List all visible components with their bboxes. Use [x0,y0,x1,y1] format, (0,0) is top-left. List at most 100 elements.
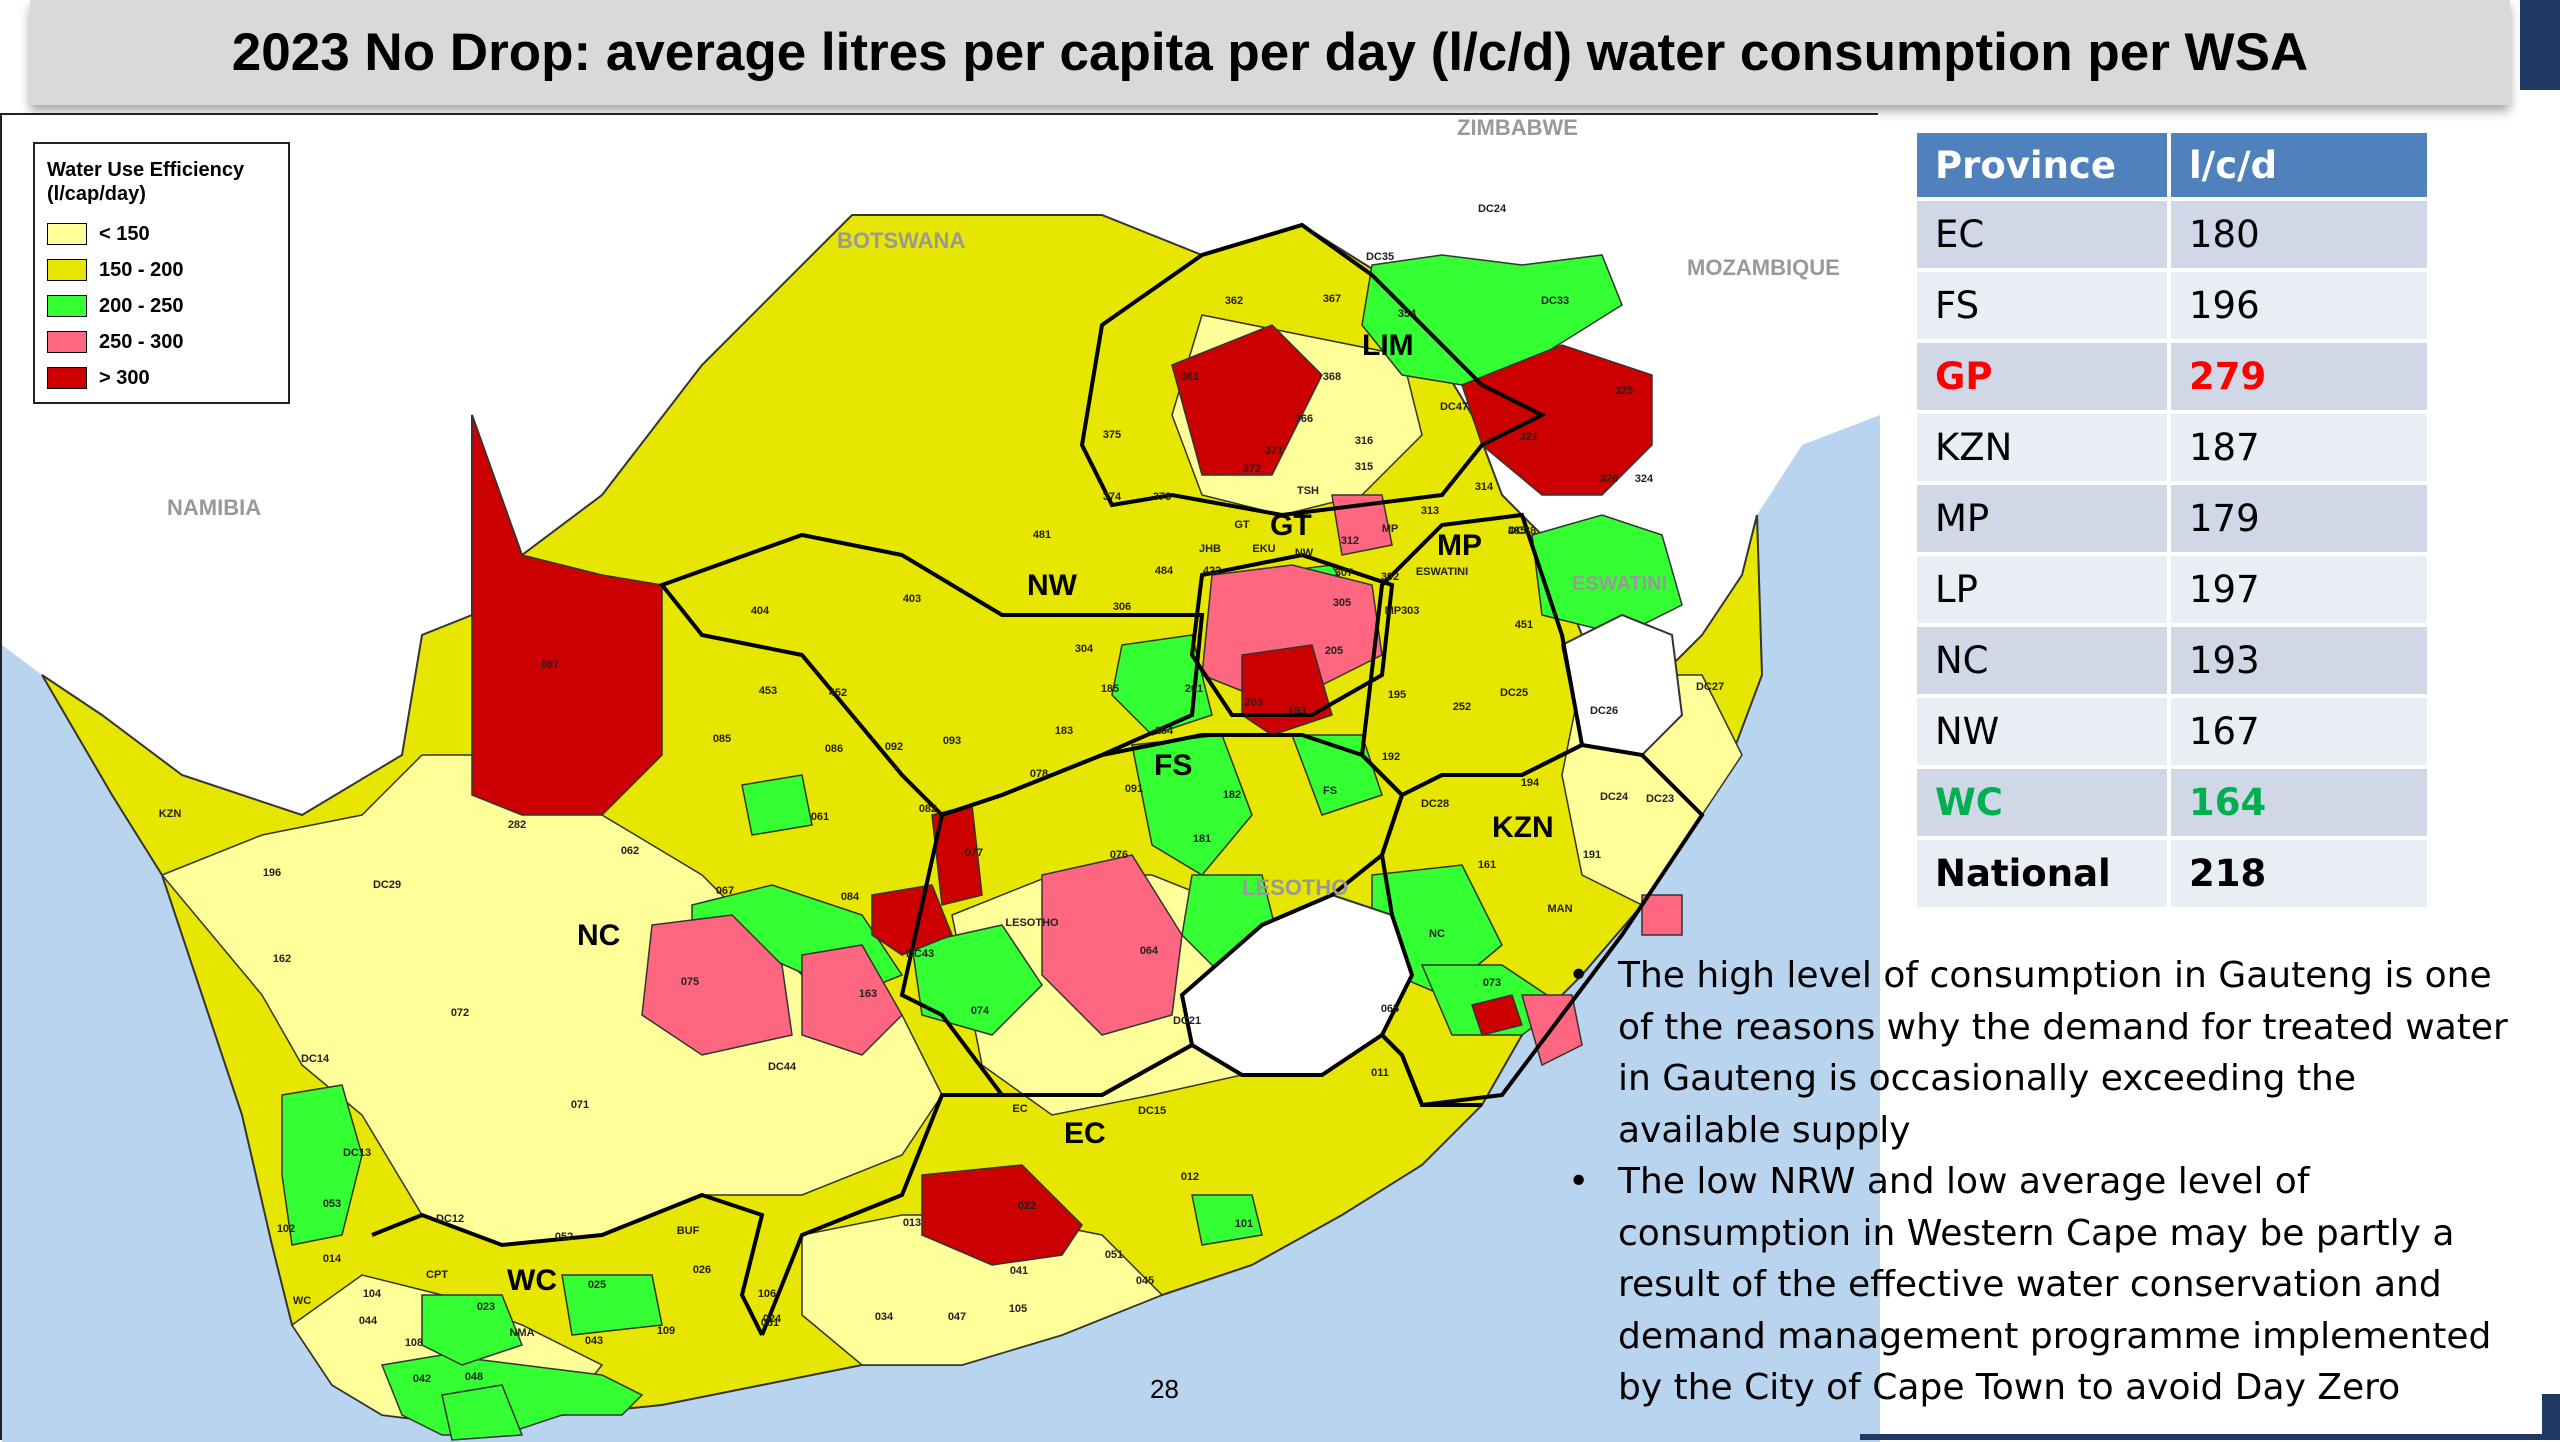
region-green-026 [421,1294,523,1366]
wsa-code-label: DC43 [906,948,934,960]
lcd-value-cell: 197 [2171,556,2431,627]
wsa-code-label: EC [1012,1103,1027,1115]
wsa-code-label: 193 [1288,705,1306,717]
wsa-code-label: 163 [859,988,877,1000]
region-green-buf [1191,1194,1263,1246]
province-cell: LP [1917,556,2171,627]
wsa-code-label: DC29 [373,879,401,891]
wsa-code-label: MAN [1547,903,1572,915]
wsa-code-label: 201 [1185,683,1203,695]
wsa-code-label: CPT [426,1269,448,1281]
wsa-code-labels: DC24 DC35 362 367 354 DC33 361 368 DC47 325 366 371… [159,203,1724,1385]
legend-item: > 300 [47,360,276,396]
region-pink-man [1041,854,1183,1036]
wsa-code-label: 485 [1508,525,1526,537]
wsa-code-label: 302 [1381,571,1399,583]
province-cell: KZN [1917,414,2171,485]
legend-label: 150 - 200 [99,258,184,281]
wsa-code-label: 022 [1018,1200,1036,1212]
wsa-code-label: 077 [965,847,983,859]
south-africa-wsa-map: BOTSWANA NAMIBIA ZIMBABWE MOZAMBIQUE ESW… [2,115,1880,1442]
table-header-province: Province [1917,133,2171,201]
province-cell: EC [1917,201,2171,272]
province-label-nw: NW [1027,569,1078,602]
wsa-code-label: 203 [1245,697,1263,709]
wsa-code-label: 321 [1520,431,1538,443]
wsa-code-label: 104 [363,1288,382,1300]
wsa-code-label: 026 [693,1264,711,1276]
legend-label: > 300 [99,366,150,389]
wsa-code-label: 304 [1075,643,1094,655]
province-cell: MP [1917,485,2171,556]
table-row: EC 180 [1917,201,2431,272]
region-red-dc33 [1461,344,1653,496]
wsa-code-label: 452 [829,687,847,699]
region-green-041 [561,1274,663,1336]
wsa-code-label: 316 [1355,435,1373,447]
country-label-eswatini: ESWATINI [1572,573,1667,595]
province-cell: WC [1917,769,2171,840]
wsa-code-label: 362 [1225,295,1243,307]
province-boundary-kzn [1379,742,1705,1108]
wsa-code-label: 306 [1113,601,1131,613]
legend-title-line1: Water Use Efficiency [47,159,245,181]
wsa-code-label: 181 [1193,833,1211,845]
province-boundary-fs [899,733,1405,1097]
wsa-code-label: DC28 [1421,798,1449,810]
province-label-wc: WC [507,1264,557,1297]
wsa-code-label: 183 [1055,725,1073,737]
wsa-code-label: 451 [1515,619,1533,631]
wsa-code-label: 453 [759,685,777,697]
wsa-code-label: 034 [875,1311,894,1323]
legend-title: Water Use Efficiency (l/cap/day) [47,158,276,206]
wsa-code-label: 191 [1583,849,1601,861]
country-label-namibia: NAMIBIA [167,495,261,520]
wsa-code-label: 403 [903,593,921,605]
wsa-code-label: GT [1234,519,1250,531]
wsa-code-label: MP [1382,523,1399,535]
region-red-091 [871,884,953,956]
wsa-code-label: DC47 [1440,401,1468,413]
region-green-453 [741,774,813,836]
country-label-lesotho: LESOTHO [1242,875,1348,900]
region-pink-077 [641,914,793,1056]
note-item: • The low NRW and low average level of c… [1568,1156,2528,1414]
wsa-code-label: 374 [1103,491,1122,503]
wsa-code-label: 481 [1033,529,1051,541]
wsa-code-label: 368 [1323,371,1341,383]
lcd-value-cell: 218 [2171,840,2431,911]
wsa-code-label: 101 [1235,1218,1253,1230]
note-text: The low NRW and low average level of con… [1618,1161,2492,1408]
legend-item: 200 - 250 [47,288,276,324]
wsa-code-label: 404 [751,605,770,617]
wsa-code-label: 044 [359,1315,378,1327]
wsa-code-label: FS [1323,785,1337,797]
wsa-code-label: KZN [159,808,182,820]
table-row: NW 167 [1917,698,2431,769]
wsa-code-label: TSH [1297,485,1319,497]
wsa-code-label: 023 [477,1301,495,1313]
wsa-code-label: 314 [1475,481,1494,493]
wsa-code-label: 184 [1155,725,1174,737]
bullet-icon: • [1568,955,1590,996]
lcd-value-cell: 179 [2171,485,2431,556]
region-red-kzn-small [1471,994,1523,1036]
map-legend: Water Use Efficiency (l/cap/day) < 150 1… [33,142,290,404]
lcd-value-cell: 164 [2171,769,2431,840]
wsa-code-label: 012 [1181,1171,1199,1183]
wsa-code-label: DC15 [1138,1105,1166,1117]
wsa-code-label: 196 [263,867,281,879]
wsa-code-label: DC13 [343,1147,371,1159]
province-label-mp: MP [1437,529,1482,562]
legend-title-line2: (l/cap/day) [47,183,146,205]
wsa-code-label: 361 [1181,371,1199,383]
wsa-code-label: 013 [903,1217,921,1229]
wsa-code-label: 024 [763,1313,782,1325]
wsa-code-label: DC21 [1173,1015,1201,1027]
lcd-value-cell: 167 [2171,698,2431,769]
wsa-code-label: DC24 [1600,791,1629,803]
wsa-code-label: 062 [621,845,639,857]
wsa-code-label: 025 [588,1279,606,1291]
province-boundary-lim [1079,222,1547,518]
wsa-code-label: 073 [1483,977,1501,989]
